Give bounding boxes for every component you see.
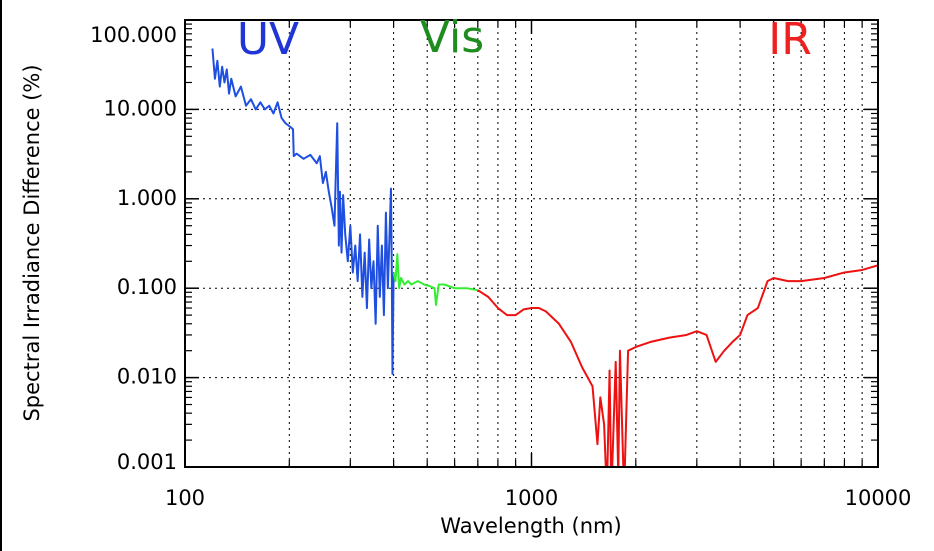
ticks: 100 1000 10000 0.001 0.010 0.100 1.000 10.000 10… xyxy=(90,19,912,510)
x-tick-label: 1000 xyxy=(505,486,558,510)
data-line xyxy=(392,253,479,306)
annotation: UV xyxy=(237,14,299,65)
plot-lines xyxy=(211,48,878,467)
y-tick-label: 0.010 xyxy=(117,365,177,389)
x-tick-label: 10000 xyxy=(845,486,912,510)
x-axis-title: Wavelength (nm) xyxy=(440,514,621,538)
y-tick-label: 1.000 xyxy=(117,186,177,210)
y-tick-label: 100.000 xyxy=(90,23,177,47)
grid xyxy=(185,20,878,467)
data-line xyxy=(477,264,878,467)
y-axis-title: Spectral Irradiance Difference (%) xyxy=(20,64,44,421)
y-tick-label: 0.001 xyxy=(117,450,177,474)
x-tick-label: 100 xyxy=(165,486,205,510)
y-tick-label: 0.100 xyxy=(117,275,177,299)
annotation: IR xyxy=(768,14,812,65)
y-tick-label: 10.000 xyxy=(104,96,177,120)
data-line xyxy=(211,48,395,375)
annotation: Vis xyxy=(420,12,484,63)
